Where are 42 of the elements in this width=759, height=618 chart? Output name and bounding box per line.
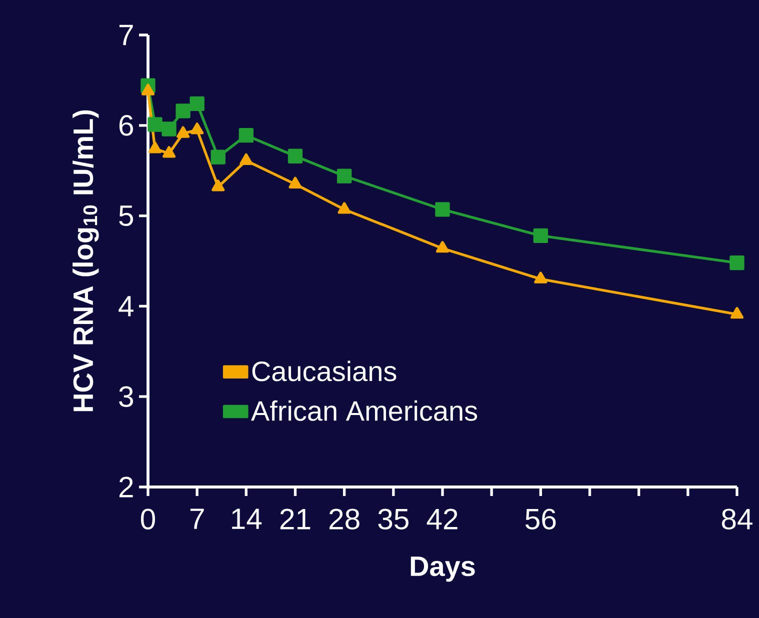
- point: [534, 272, 548, 284]
- point: [190, 122, 204, 134]
- x-tick-label: 28: [330, 508, 360, 530]
- point: [337, 168, 352, 184]
- y-tick-label: 7: [119, 24, 133, 46]
- x-tick-label: 35: [378, 508, 408, 530]
- legend-label: African Americans: [251, 400, 478, 421]
- point: [210, 150, 226, 164]
- x-axis-title: Days: [410, 556, 475, 582]
- point: [176, 104, 190, 118]
- point: [238, 128, 254, 143]
- y-tick-label: 2: [119, 476, 133, 498]
- point: [533, 228, 548, 244]
- y-tick-label: 5: [119, 206, 134, 226]
- point: [162, 146, 176, 158]
- point: [148, 117, 162, 132]
- point: [148, 142, 162, 154]
- y-tick-label: 4: [118, 296, 134, 316]
- y-tick-label: 3: [119, 386, 134, 407]
- x-tick-label: 0: [140, 508, 156, 530]
- point: [176, 126, 190, 138]
- point: [435, 202, 450, 217]
- y-tick-label: 6: [119, 115, 134, 136]
- point: [288, 148, 303, 164]
- legend-label: Caucasians: [252, 360, 396, 382]
- point: [730, 255, 744, 270]
- point: [212, 180, 225, 192]
- point: [141, 84, 155, 96]
- point: [338, 202, 351, 214]
- point: [240, 153, 253, 165]
- x-tick-label: 7: [190, 508, 204, 529]
- point: [288, 176, 302, 188]
- point: [436, 241, 450, 253]
- x-tick-label: 21: [280, 508, 310, 530]
- x-tick-label: 56: [526, 508, 556, 530]
- x-tick-label: 42: [426, 508, 458, 530]
- point: [162, 122, 176, 136]
- x-tick-label: 14: [232, 508, 262, 529]
- point: [190, 96, 204, 112]
- point: [730, 307, 744, 319]
- x-tick-label: 84: [722, 508, 752, 530]
- y-axis-title: HCV RNA (log$_{10}$ IU/mL): [72, 110, 99, 412]
